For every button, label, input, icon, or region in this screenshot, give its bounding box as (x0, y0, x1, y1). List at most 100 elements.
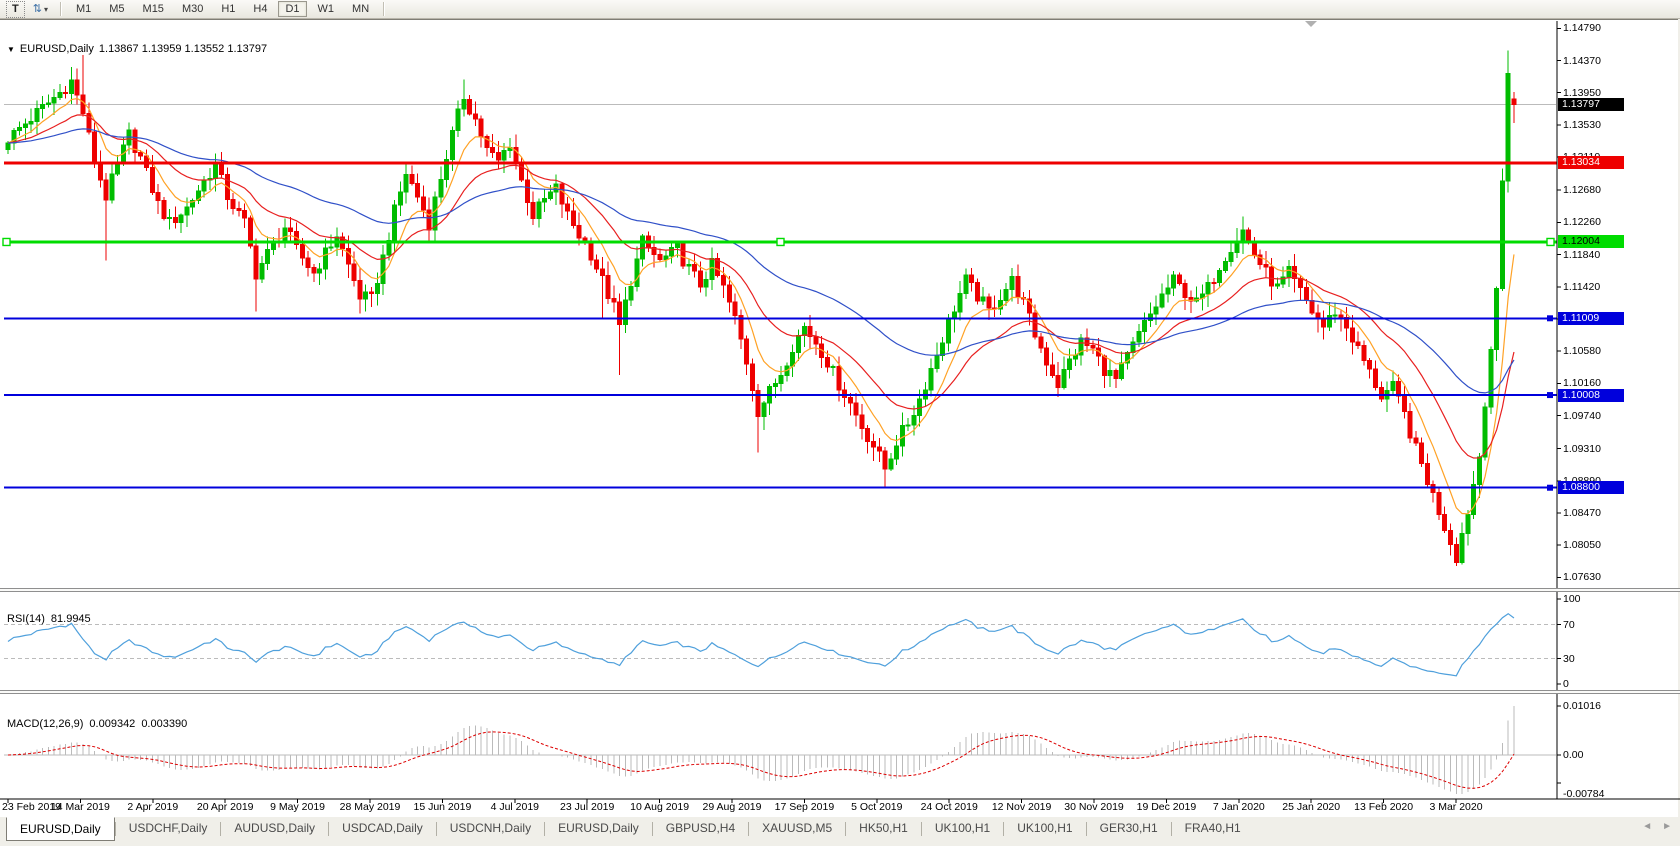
date-axis-label: 30 Nov 2019 (1064, 801, 1124, 813)
chart-tab-2[interactable]: AUDUSD,Daily (234, 821, 316, 835)
chart-plot (0, 21, 1680, 803)
chart-tab-4[interactable]: USDCNH,Daily (449, 821, 532, 835)
price-axis-tick: 1.13950 (1563, 86, 1601, 99)
tile-windows-button[interactable]: ⇅ ▾ (27, 1, 54, 18)
chart-tab-9[interactable]: UK100,H1 (934, 821, 991, 835)
chart-tab-3[interactable]: USDCAD,Daily (342, 821, 423, 835)
date-axis-label: 13 Feb 2020 (1354, 801, 1414, 813)
price-axis-tick: 1.13530 (1563, 118, 1601, 131)
price-axis-tick: 1.08470 (1563, 507, 1601, 520)
price-axis-tick: 1.10160 (1563, 377, 1601, 390)
macd-name: MACD(12,26,9) (7, 718, 84, 730)
hline-price-label: 1.13034 (1558, 156, 1624, 170)
timeframe-button-H1[interactable]: H1 (221, 3, 236, 15)
chart-tab-bar: EURUSD,Daily USDCHF,Daily AUDUSD,Daily USDC… (0, 817, 1680, 846)
selection-handle[interactable] (776, 237, 785, 247)
hline-price-label: 1.12004 (1558, 235, 1624, 249)
date-axis-label: 3 Mar 2020 (1429, 801, 1483, 813)
tab-scroll-right-icon[interactable]: ► (1662, 821, 1672, 832)
tab-separator (1003, 822, 1005, 836)
chart-tab-1[interactable]: USDCHF,Daily (128, 821, 208, 835)
macd-histogram (13, 706, 1515, 794)
macd-axis-tick: -0.00784 (1563, 788, 1605, 800)
macd-signal-value: 0.003390 (141, 718, 188, 730)
current-price-label: 1.13797 (1558, 97, 1624, 111)
rsi-name: RSI(14) (7, 613, 45, 625)
timeframe-button-M1[interactable]: M1 (75, 3, 92, 15)
price-axis-tick: 1.11420 (1563, 280, 1601, 293)
macd-axis-tick: 0.01016 (1563, 700, 1601, 712)
quick-trade-dropdown-icon[interactable]: ▼ (7, 44, 15, 54)
moving-average-line-0 (7, 97, 1515, 515)
chart-tab-0[interactable]: EURUSD,Daily (6, 817, 115, 841)
moving-average-line-1 (7, 114, 1515, 459)
hline-price-label: 1.11009 (1558, 311, 1624, 325)
timeframe-button-M15[interactable]: M15 (142, 3, 164, 15)
line-handle[interactable] (1547, 315, 1553, 322)
date-axis-label: 23 Feb 2019 (2, 801, 61, 813)
chart-tab-12[interactable]: FRA40,H1 (1184, 821, 1241, 835)
tab-separator (328, 822, 330, 836)
timeframe-button-W1[interactable]: W1 (317, 3, 335, 15)
chart-shift-marker-icon[interactable] (1305, 21, 1317, 27)
chart-window: ▼ EURUSD,Daily 1.13867 1.13959 1.13552 1… (0, 19, 1678, 818)
tab-separator (920, 822, 922, 836)
date-axis-label: 10 Aug 2019 (630, 801, 690, 813)
macd-indicator-label: MACD(12,26,9) 0.009342 0.003390 (7, 718, 187, 730)
hline-price-label: 1.08800 (1558, 481, 1624, 495)
timeframe-button-M5[interactable]: M5 (109, 3, 125, 15)
rsi-value: 81.9945 (50, 613, 91, 625)
date-axis-label: 23 Jul 2019 (560, 801, 615, 813)
date-axis-label: 28 May 2019 (339, 801, 401, 813)
price-axis-tick: 1.11840 (1563, 248, 1601, 261)
date-axis-label: 14 Mar 2019 (50, 801, 110, 813)
rsi-axis-tick: 100 (1563, 593, 1581, 605)
chart-tab-7[interactable]: XAUUSD,M5 (762, 821, 833, 835)
price-axis-tick: 1.09310 (1563, 442, 1601, 455)
chart-ohlc-quote: 1.13867 1.13959 1.13552 1.13797 (98, 43, 268, 55)
chart-tab-6[interactable]: GBPUSD,H4 (665, 821, 736, 835)
rsi-axis-tick: 0 (1563, 678, 1569, 690)
line-handle[interactable] (1547, 392, 1553, 399)
hline-price-label: 1.10008 (1558, 388, 1624, 402)
timeframe-button-M30[interactable]: M30 (181, 3, 204, 15)
moving-average-line-2 (7, 128, 1515, 394)
date-axis-label: 12 Nov 2019 (991, 801, 1052, 813)
tab-separator (544, 822, 546, 836)
date-axis-label: 20 Apr 2019 (196, 801, 254, 813)
chart-tab-5[interactable]: EURUSD,Daily (558, 821, 639, 835)
pane-splitter-rsi-macd[interactable] (0, 690, 1680, 694)
pane-splitter-main-rsi[interactable] (0, 588, 1680, 592)
chart-title: ▼ EURUSD,Daily 1.13867 1.13959 1.13552 1… (7, 43, 272, 55)
tab-separator (435, 822, 437, 836)
rsi-axis-tick: 70 (1563, 618, 1575, 631)
tab-separator (114, 822, 116, 836)
tab-scroll-left-icon[interactable]: ◄ (1642, 821, 1653, 832)
chart-tab-10[interactable]: UK100,H1 (1017, 821, 1073, 835)
date-axis-label: 17 Sep 2019 (774, 801, 835, 813)
chart-symbol-label: EURUSD,Daily (19, 43, 94, 55)
timeframe-button-D1[interactable]: D1 (278, 1, 307, 17)
toolbar: T ⇅ ▾ M1 M5 M15 M30 H1 H4 D1 W1 MN (0, 0, 1680, 19)
rsi-axis-tick: 30 (1563, 652, 1575, 665)
date-axis-label: 2 Apr 2019 (127, 801, 179, 813)
price-axis-tick: 1.14790 (1563, 22, 1601, 35)
price-axis-tick: 1.14370 (1563, 54, 1601, 67)
tab-scroll-arrows: ◄ ► (1642, 821, 1672, 832)
selection-handle[interactable] (1546, 237, 1555, 247)
price-axis-tick: 1.09740 (1563, 409, 1601, 422)
date-axis-label: 7 Jan 2020 (1212, 801, 1265, 813)
timeframe-button-H4[interactable]: H4 (253, 3, 268, 15)
chart-tab-11[interactable]: GER30,H1 (1099, 821, 1158, 835)
text-tool-button[interactable]: T (6, 0, 25, 18)
line-handle[interactable] (1547, 484, 1553, 491)
dropdown-caret-icon: ▾ (43, 4, 48, 14)
price-axis-tick: 1.10580 (1563, 345, 1601, 358)
price-axis-tick: 1.08050 (1563, 539, 1601, 552)
selection-handle[interactable] (2, 237, 11, 247)
timeframe-button-MN[interactable]: MN (352, 3, 370, 15)
date-axis-label: 9 May 2019 (270, 801, 326, 813)
date-axis-label: 25 Jan 2020 (1282, 801, 1341, 813)
chart-tab-8[interactable]: HK50,H1 (859, 821, 908, 835)
date-axis-label: 15 Jun 2019 (413, 801, 472, 813)
